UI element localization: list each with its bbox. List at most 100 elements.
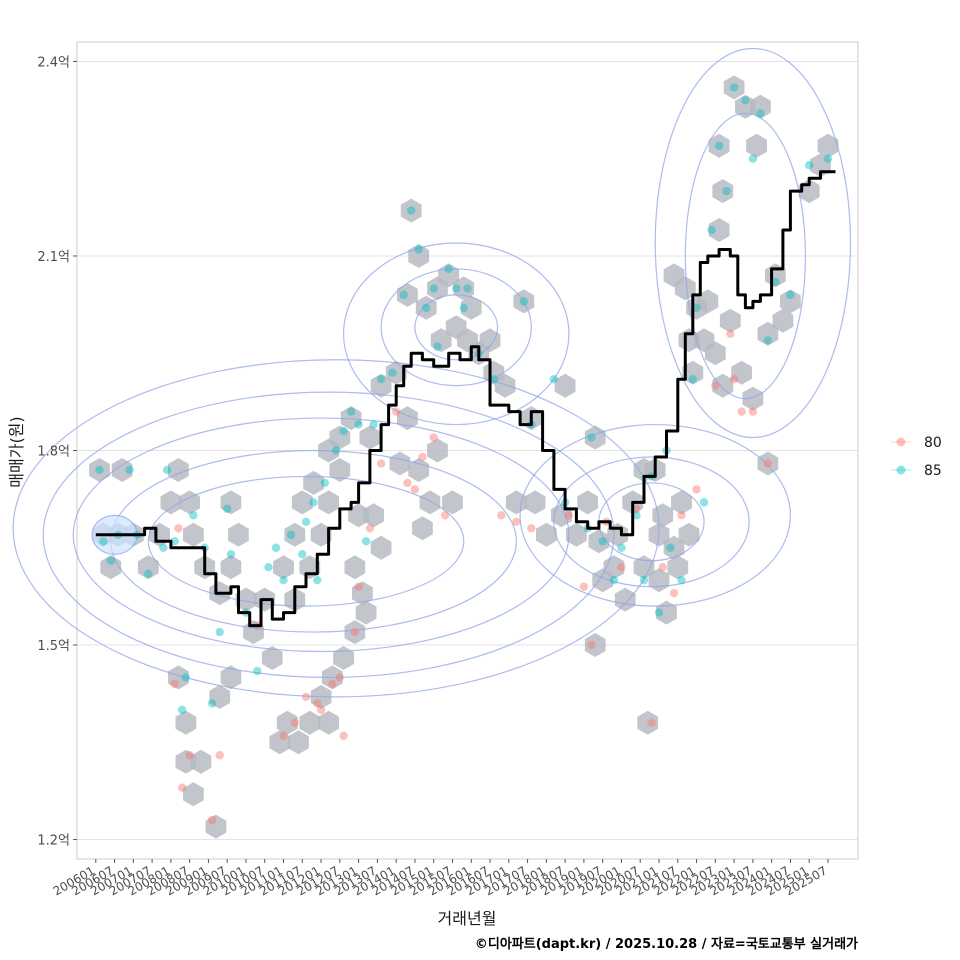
point-80: [669, 588, 679, 598]
y-tick-label: 1.5억: [37, 639, 70, 654]
point-85: [748, 154, 758, 163]
hexbin-cell: [731, 360, 752, 385]
point-85: [639, 575, 649, 585]
grid-lines: [77, 60, 858, 841]
legend-label-80: 80: [924, 435, 942, 451]
point-80: [177, 783, 187, 792]
point-85: [688, 374, 697, 384]
density-contour: [519, 423, 792, 607]
point-80: [429, 433, 438, 442]
point-85: [722, 186, 731, 196]
hexbin-cell: [442, 490, 463, 515]
point-80: [497, 511, 506, 520]
point-85: [354, 420, 363, 429]
point-80: [365, 524, 375, 533]
hexbin-cell: [359, 425, 381, 450]
hexbin-cell: [780, 289, 801, 314]
point-85: [106, 556, 115, 565]
point-80: [737, 407, 746, 416]
point-80: [410, 485, 420, 494]
point-85: [346, 407, 356, 416]
density-contour: [654, 47, 852, 439]
legend-label-85: 85: [924, 463, 942, 479]
hexbin-cell: [592, 568, 614, 593]
point-85: [414, 245, 423, 254]
hexbin-cell: [183, 522, 204, 547]
hexbin-cell: [175, 710, 197, 735]
hexbin-cell: [310, 522, 332, 547]
point-85: [264, 563, 273, 572]
point-85: [421, 303, 431, 313]
point-85: [125, 465, 134, 475]
hexbin-cell: [584, 633, 606, 657]
point-85: [279, 575, 288, 585]
y-tick-label: 1.2억: [37, 834, 70, 849]
point-80: [512, 517, 521, 527]
hexbin-cell: [505, 490, 527, 515]
point-80: [579, 582, 589, 591]
hexbin-cell: [370, 535, 392, 560]
hexbin-cell: [288, 730, 309, 755]
hexbin-cell: [697, 289, 719, 314]
point-85: [376, 374, 386, 384]
source-caption: ©디아파트(dapt.kr) / 2025.10.28 / 자료=국토교통부 실…: [475, 936, 858, 952]
hexbin-cell: [566, 522, 587, 547]
hexbin-cell: [220, 555, 242, 580]
hexbin-cell: [179, 490, 200, 515]
y-axis-ticks: 1.2억 1.5억 1.8억 2.1억 2.4억: [37, 55, 77, 849]
legend-key-80: [896, 437, 906, 447]
point-85: [313, 575, 322, 585]
point-85: [399, 290, 408, 300]
hexbin-cell: [299, 710, 321, 735]
hexbin-cell: [554, 373, 576, 398]
point-80: [215, 751, 224, 760]
point-80: [527, 524, 536, 533]
point-85: [699, 498, 709, 507]
point-80: [335, 673, 345, 682]
hexbin-cell: [536, 522, 557, 547]
point-80: [564, 511, 574, 520]
density-contour: [414, 294, 499, 361]
hexbin-cell: [524, 490, 546, 515]
hexbin-cell: [427, 438, 448, 463]
hexbin-cell: [111, 458, 133, 482]
hexbin-cell: [723, 75, 745, 100]
legend-item-85[interactable]: 85: [891, 463, 942, 479]
hexbin-cell: [318, 490, 339, 515]
point-85: [549, 374, 559, 384]
point-85: [181, 673, 191, 682]
point-85: [99, 537, 108, 546]
point-80: [763, 459, 773, 468]
density-contour: [380, 268, 532, 387]
hexbin-cell: [329, 425, 351, 450]
point-80: [729, 374, 739, 384]
hexbin-cell: [479, 328, 501, 353]
point-80: [174, 524, 183, 533]
point-85: [692, 303, 701, 313]
point-85: [215, 627, 224, 637]
hexbin-cell: [719, 308, 741, 333]
point-85: [207, 699, 217, 708]
hexbin-cell: [209, 684, 231, 709]
legend: 80 85: [891, 435, 942, 479]
hexbin-cell: [89, 458, 110, 482]
hexbin-cell: [408, 458, 430, 482]
point-80: [207, 815, 217, 825]
point-85: [331, 446, 341, 455]
point-85: [177, 705, 187, 715]
point-85: [609, 575, 619, 585]
point-85: [587, 433, 596, 442]
hexbin-cell: [348, 503, 369, 528]
point-85: [369, 420, 378, 429]
hexbin-cell: [190, 749, 212, 774]
y-tick-label: 2.1억: [37, 250, 70, 265]
hexbin-cell: [757, 321, 779, 346]
x-axis-title: 거래년월: [438, 909, 497, 928]
point-85: [452, 284, 461, 293]
legend-item-80[interactable]: 80: [891, 435, 942, 451]
density-contour: [147, 475, 465, 607]
hexbin-cell: [704, 341, 726, 366]
point-85: [823, 154, 833, 163]
point-85: [771, 277, 780, 287]
legend-key-85: [896, 465, 906, 475]
